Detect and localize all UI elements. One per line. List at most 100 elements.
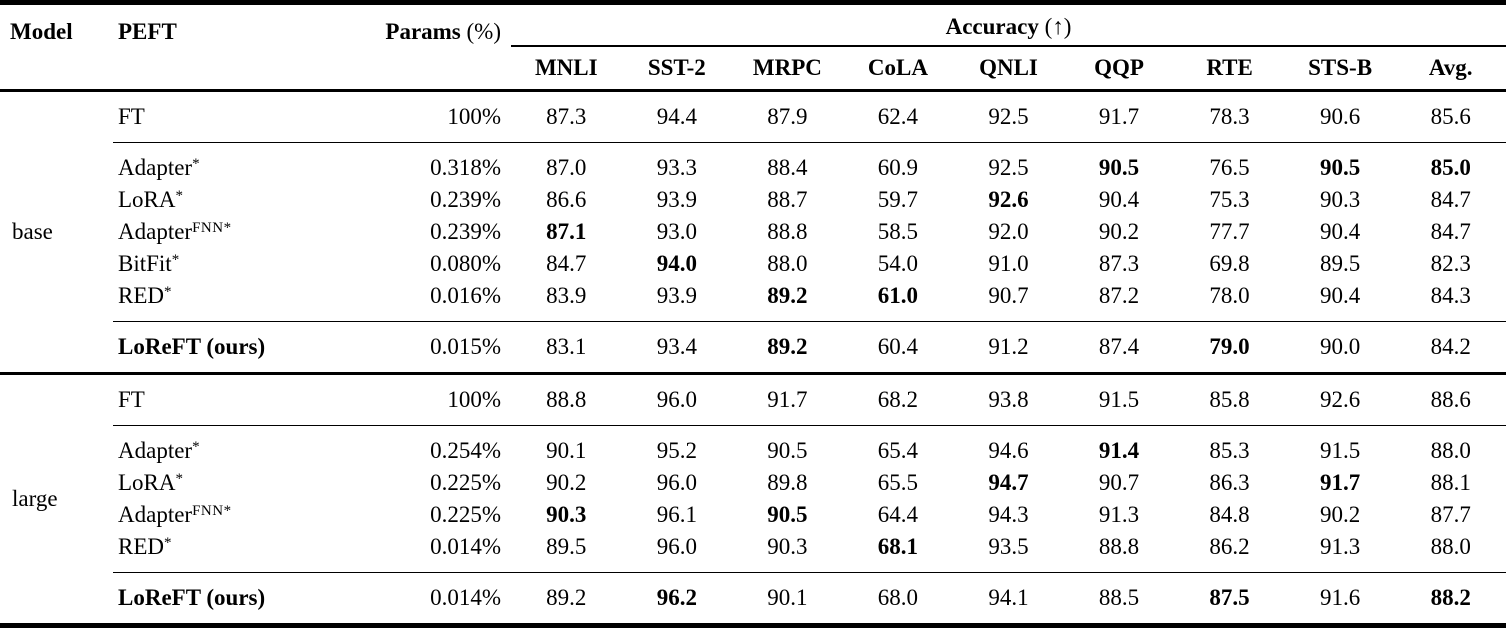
accuracy-label: Accuracy [945, 14, 1039, 39]
peft-method-cell: LoReFT (ours) [113, 572, 355, 627]
params-value: 0.318% [430, 155, 501, 180]
metric-value-rte: 79.0 [1174, 321, 1285, 375]
metric-value-avg-: 85.0 [1430, 155, 1471, 180]
params-value: 0.014% [355, 531, 511, 573]
peft-method-name: Adapter [118, 219, 193, 244]
metric-value-qqp: 90.4 [1098, 187, 1140, 212]
metric-value-avg-: 87.7 [1430, 502, 1471, 527]
peft-superscript: * [171, 252, 180, 268]
col-header-model: Model [0, 2, 113, 92]
table-row: base FT 100% 87.3 94.4 87.9 62.4 92.5 91.7 78.3 90… [0, 90, 1506, 375]
peft-superscript: * [164, 535, 172, 551]
table-header: Model PEFT Params (%) Accuracy (↑) MNLI S… [0, 2, 1506, 92]
peft-superscript: * [175, 471, 184, 487]
metric-value-mnli: 90.3 [546, 502, 587, 527]
metric-value-avg-: 84.2 [1395, 321, 1506, 375]
peft-superscript: * [164, 284, 172, 300]
metric-value-sts-b: 90.2 [1319, 502, 1361, 527]
metric-value-mnli: 83.1 [511, 321, 622, 375]
peft-method-name: LoReFT (ours) [118, 334, 266, 359]
model-label-base: base [0, 90, 113, 375]
peft-method-cell: LoRA* [113, 184, 355, 216]
up-arrow-icon: (↑) [1044, 14, 1072, 39]
table-row: LoRA* 0.225% 90.2 96.0 89.8 65.5 94.7 90.7 86.3 9… [0, 467, 1506, 499]
params-value: 100% [355, 373, 511, 426]
peft-method-name: BitFit [118, 251, 172, 276]
header-row-top: Model PEFT Params (%) Accuracy (↑) [0, 2, 1506, 92]
peft-method-name: RED [118, 534, 164, 559]
metric-value-rte: 86.3 [1209, 470, 1250, 495]
peft-superscript: * [192, 439, 201, 455]
metric-value-cola: 59.7 [877, 187, 919, 212]
metric-value-qqp: 91.4 [1098, 438, 1140, 463]
metric-value-mnli: 89.2 [511, 572, 622, 627]
peft-method-name: LoReFT (ours) [118, 585, 266, 610]
params-value: 0.015% [355, 321, 511, 375]
metric-value-mrpc: 90.1 [732, 572, 843, 627]
metric-value-cola: 58.5 [877, 219, 919, 244]
metric-value-sts-b: 91.7 [1319, 470, 1361, 495]
peft-method-cell: AdapterFNN* [113, 499, 355, 531]
metric-value-qnli: 94.3 [988, 502, 1029, 527]
metric-value-qqp: 87.2 [1063, 280, 1175, 322]
metric-value-mrpc: 87.9 [732, 90, 843, 143]
metric-value-qnli: 91.0 [988, 251, 1029, 276]
metric-value-mnli: 90.2 [546, 470, 587, 495]
metric-value-mnli: 86.6 [546, 187, 587, 212]
metric-value-qqp: 90.7 [1098, 470, 1140, 495]
peft-method-name: Adapter [118, 438, 193, 463]
table-row: LoReFT (ours) 0.015% 83.1 93.4 89.2 60.4 91.2 8… [0, 321, 1506, 375]
metric-value-mrpc: 90.5 [767, 502, 808, 527]
table-row: LoRA* 0.239% 86.6 93.9 88.7 59.7 92.6 90.4 75.3 9… [0, 184, 1506, 216]
params-value: 0.225% [430, 470, 501, 495]
metric-value-mnli: 83.9 [511, 280, 622, 322]
metric-value-sts-b: 90.3 [1319, 187, 1361, 212]
table-row: RED* 0.014% 89.5 96.0 90.3 68.1 93.5 88.8 86.2 91… [0, 531, 1506, 573]
metric-value-rte: 76.5 [1209, 155, 1250, 180]
peft-method-cell: LoReFT (ours) [113, 321, 355, 375]
metric-value-avg-: 82.3 [1430, 251, 1471, 276]
metric-value-cola: 64.4 [877, 502, 919, 527]
peft-method-cell: AdapterFNN* [113, 216, 355, 248]
peft-superscript: * [175, 188, 184, 204]
metric-value-sts-b: 90.4 [1284, 280, 1396, 322]
metric-value-cola: 68.0 [842, 572, 954, 627]
params-value: 0.239% [430, 187, 501, 212]
col-header-qnli: QNLI [953, 46, 1064, 92]
col-header-mrpc: MRPC [732, 46, 843, 92]
model-label-large: large [0, 373, 113, 627]
metric-value-qqp: 90.5 [1098, 155, 1140, 180]
peft-method-cell: FT [113, 90, 355, 143]
metric-value-avg-: 88.0 [1395, 531, 1506, 573]
table-row: Adapter* 0.318% 87.0 93.3 88.4 60.9 92.5 90.5 76… [0, 143, 1506, 185]
metric-value-avg-: 88.6 [1395, 373, 1506, 426]
metric-value-cola: 62.4 [842, 90, 954, 143]
metric-value-rte: 69.8 [1209, 251, 1250, 276]
peft-method-cell: LoRA* [113, 467, 355, 499]
metric-value-mrpc: 89.8 [767, 470, 808, 495]
metric-value-qqp: 88.8 [1063, 531, 1175, 573]
metric-value-qnli: 92.5 [953, 90, 1064, 143]
metric-value-qnli: 94.7 [988, 470, 1029, 495]
params-label: Params [385, 19, 461, 44]
col-header-sts-b: STS-B [1284, 46, 1396, 92]
params-value: 0.239% [430, 219, 501, 244]
peft-superscript: FNN* [192, 503, 232, 519]
metric-value-sts-b: 90.0 [1284, 321, 1396, 375]
header-row-metrics: MNLI SST-2 MRPC CoLA QNLI QQP RTE STS-B Avg. [0, 46, 1506, 92]
metric-value-sts-b: 91.3 [1284, 531, 1396, 573]
metric-value-sts-b: 90.6 [1284, 90, 1396, 143]
metric-value-rte: 78.3 [1174, 90, 1285, 143]
col-header-mnli: MNLI [511, 46, 622, 92]
peft-method-cell: Adapter* [113, 143, 355, 185]
peft-method-name: LoRA [118, 470, 176, 495]
metric-value-cola: 65.5 [877, 470, 919, 495]
metric-value-sst-2: 93.9 [621, 280, 733, 322]
metric-value-qnli: 90.7 [953, 280, 1064, 322]
metric-value-qnli: 92.6 [988, 187, 1029, 212]
col-header-avg-: Avg. [1395, 46, 1506, 92]
metric-value-sst-2: 93.0 [656, 219, 697, 244]
metric-value-sts-b: 90.4 [1319, 219, 1361, 244]
table-row: large FT 100% 88.8 96.0 91.7 68.2 93.8 91.5 85.8 9… [0, 373, 1506, 627]
peft-method-name: FT [118, 387, 145, 412]
